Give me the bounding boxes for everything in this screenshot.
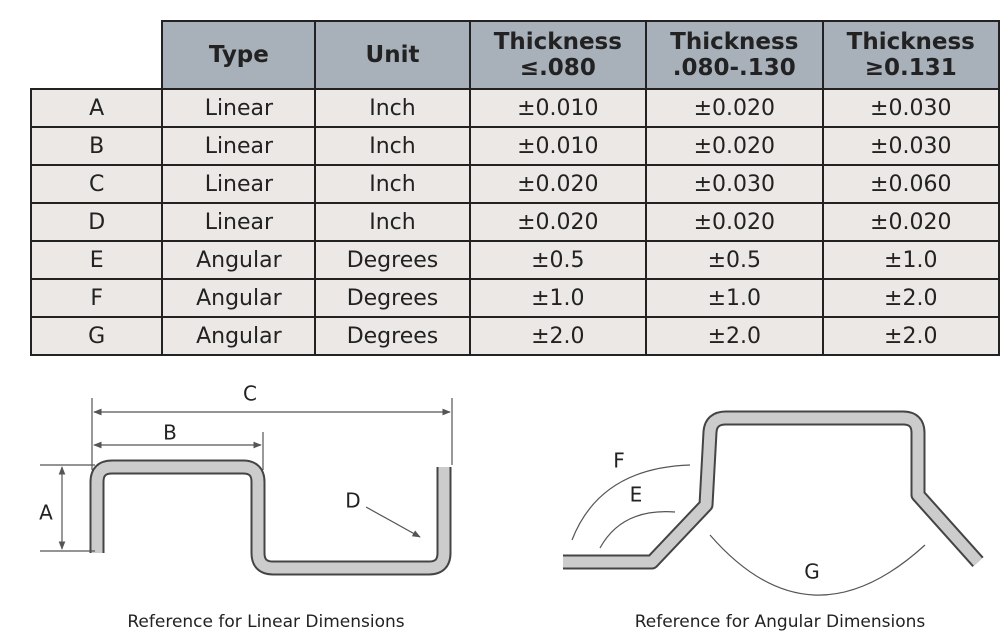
cell: F — [29, 278, 164, 318]
cell: ±0.020 — [645, 126, 824, 166]
cell: ±0.5 — [645, 240, 824, 280]
cell: Inch — [314, 202, 471, 242]
cell: Degrees — [314, 316, 471, 356]
cell: Inch — [314, 126, 471, 166]
label-g: G — [804, 560, 820, 584]
blank-header — [31, 21, 163, 90]
cell: Degrees — [314, 240, 471, 280]
cell: ±0.5 — [468, 240, 648, 280]
label-c: C — [243, 382, 257, 406]
cell: Inch — [314, 88, 471, 128]
cell: ±1.0 — [468, 278, 648, 318]
cell: ±0.030 — [821, 88, 1000, 128]
label-f: F — [613, 449, 625, 473]
cell: Angular — [161, 278, 317, 318]
tolerance-table: Type Unit Thickness ≤.080 Thickness .080-.1… — [29, 20, 1000, 356]
cell: ±2.0 — [821, 316, 1000, 356]
cell: ±1.0 — [645, 278, 824, 318]
cell: ±0.060 — [821, 164, 1000, 204]
angular-diagram: F E G Reference for Angular Dimensions — [563, 410, 984, 632]
cell: G — [29, 316, 164, 356]
cell: ±0.020 — [468, 202, 648, 242]
cell: ±2.0 — [821, 278, 1000, 318]
cell: ±2.0 — [645, 316, 824, 356]
cell: ±0.020 — [468, 164, 648, 204]
cell: ±0.020 — [821, 202, 1000, 242]
cell: ±0.030 — [821, 126, 1000, 166]
label-d: D — [345, 489, 360, 513]
row: G Angular Degrees ±2.0 ±2.0 ±2.0 — [29, 316, 1000, 356]
caption: Reference for Angular Dimensions — [635, 612, 926, 632]
header-row: Type Unit Thickness ≤.080 Thickness .080-.1… — [31, 20, 1000, 90]
row: C Linear Inch ±0.020 ±0.030 ±0.060 — [29, 164, 1000, 204]
cell: D — [29, 202, 164, 242]
cell: C — [29, 164, 164, 204]
header-cell: Thickness ≤.080 — [468, 20, 648, 90]
cell: ±0.010 — [468, 126, 648, 166]
header-cell: Thickness ≥0.131 — [821, 20, 1000, 90]
row: D Linear Inch ±0.020 ±0.020 ±0.020 — [29, 202, 1000, 242]
cell: Linear — [161, 126, 317, 166]
cell: ±0.030 — [645, 164, 824, 204]
linear-diagram: A B C D Reference for Linear Dimensions — [39, 382, 453, 632]
label-b: B — [163, 421, 177, 445]
header-cell: Unit — [314, 20, 471, 90]
cell: ±2.0 — [468, 316, 648, 356]
cell: Linear — [161, 202, 317, 242]
cell: Degrees — [314, 278, 471, 318]
cell: ±0.010 — [468, 88, 648, 128]
cell: ±1.0 — [821, 240, 1000, 280]
caption: Reference for Linear Dimensions — [127, 612, 404, 632]
cell: Linear — [161, 88, 317, 128]
cell: Inch — [314, 164, 471, 204]
cell: A — [29, 88, 164, 128]
row: F Angular Degrees ±1.0 ±1.0 ±2.0 — [29, 278, 1000, 318]
row: E Angular Degrees ±0.5 ±0.5 ±1.0 — [29, 240, 1000, 280]
row: A Linear Inch ±0.010 ±0.020 ±0.030 — [29, 88, 1000, 128]
cell: ±0.020 — [645, 88, 824, 128]
header-cell: Type — [161, 20, 317, 90]
label-a: A — [39, 501, 53, 525]
cell: E — [29, 240, 164, 280]
cell: Linear — [161, 164, 317, 204]
cell: Angular — [161, 316, 317, 356]
cell: ±0.020 — [645, 202, 824, 242]
cell: B — [29, 126, 164, 166]
row: B Linear Inch ±0.010 ±0.020 ±0.030 — [29, 126, 1000, 166]
header-cell: Thickness .080-.130 — [645, 20, 824, 90]
cell: Angular — [161, 240, 317, 280]
label-e: E — [630, 483, 643, 507]
